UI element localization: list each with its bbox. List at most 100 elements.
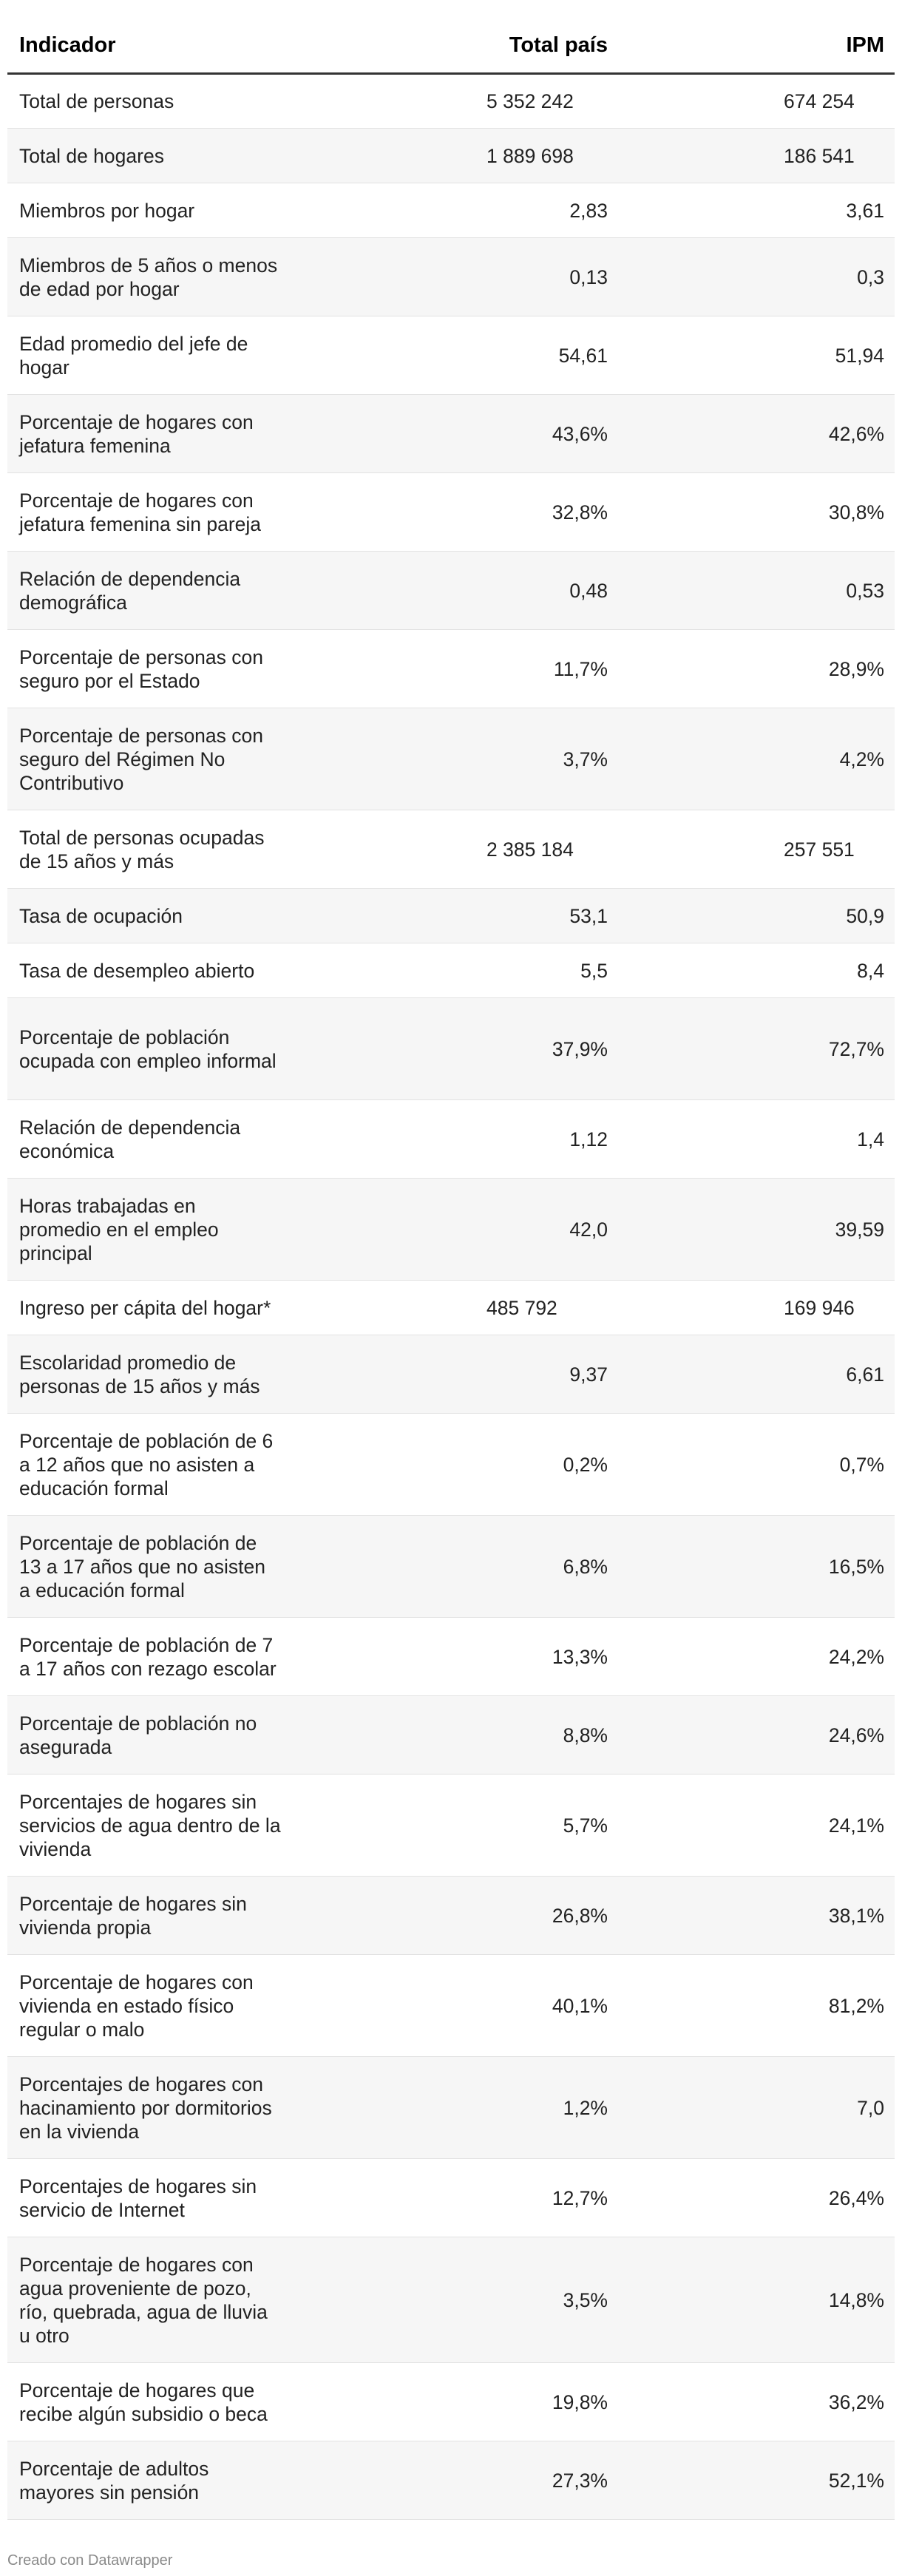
cell-total-pais: 8,8%	[293, 1695, 614, 1775]
cell-ipm: 674 254	[614, 73, 895, 129]
cell-ipm: 14,8%	[614, 2237, 895, 2363]
header-row: Indicador Total país IPM	[7, 18, 895, 75]
cell-indicador: Porcentaje de hogares con agua provenien…	[7, 2237, 293, 2363]
cell-total-pais: 1,12	[293, 1099, 614, 1179]
cell-ipm: 26,4%	[614, 2158, 895, 2237]
cell-total-pais: 0,2%	[293, 1413, 614, 1516]
cell-indicador: Porcentajes de hogares sin servicios de …	[7, 1774, 293, 1877]
cell-indicador: Relación de dependencia demográfica	[7, 551, 293, 630]
table-row: Total de personas 5 352 242 674 254	[7, 73, 895, 129]
cell-indicador: Porcentaje de personas con seguro del Ré…	[7, 708, 293, 810]
cell-ipm: 38,1%	[614, 1876, 895, 1955]
cell-total-pais: 43,6%	[293, 394, 614, 473]
cell-total-pais: 42,0	[293, 1178, 614, 1281]
table-row: Porcentaje de hogares con vivienda en es…	[7, 1954, 895, 2057]
cell-indicador: Total de personas	[7, 73, 293, 129]
cell-ipm: 0,53	[614, 551, 895, 630]
cell-ipm: 16,5%	[614, 1515, 895, 1618]
cell-total-pais: 2 385 184	[293, 810, 614, 889]
cell-indicador: Horas trabajadas en promedio en el emple…	[7, 1178, 293, 1281]
cell-total-pais: 37,9%	[293, 997, 614, 1100]
cell-total-pais: 54,61	[293, 316, 614, 395]
cell-total-pais: 5 352 242	[293, 73, 614, 129]
cell-indicador: Tasa de desempleo abierto	[7, 943, 293, 998]
table-row: Porcentajes de hogares sin servicios de …	[7, 1774, 895, 1877]
cell-indicador: Edad promedio del jefe de hogar	[7, 316, 293, 395]
cell-total-pais: 9,37	[293, 1335, 614, 1414]
cell-total-pais: 11,7%	[293, 629, 614, 708]
table-row: Porcentaje de población de 13 a 17 años …	[7, 1515, 895, 1618]
cell-total-pais: 13,3%	[293, 1617, 614, 1696]
table-row: Relación de dependencia económica 1,12 1,4	[7, 1099, 895, 1179]
cell-total-pais: 53,1	[293, 888, 614, 943]
table-row: Porcentaje de personas con seguro del Ré…	[7, 708, 895, 810]
table-row: Tasa de ocupación 53,1 50,9	[7, 888, 895, 943]
cell-ipm: 24,2%	[614, 1617, 895, 1696]
table-row: Porcentaje de población no asegurada 8,8%…	[7, 1695, 895, 1775]
cell-indicador: Porcentaje de hogares sin vivienda propi…	[7, 1876, 293, 1955]
cell-indicador: Porcentaje de población no asegurada	[7, 1695, 293, 1775]
cell-indicador: Porcentaje de población ocupada con empl…	[7, 997, 293, 1100]
header-ipm[interactable]: IPM	[614, 18, 895, 75]
cell-indicador: Porcentaje de hogares con vivienda en es…	[7, 1954, 293, 2057]
table-row: Porcentajes de hogares con hacinamiento …	[7, 2056, 895, 2159]
cell-indicador: Porcentaje de hogares con jefatura femen…	[7, 472, 293, 552]
cell-ipm: 24,1%	[614, 1774, 895, 1877]
header-indicador[interactable]: Indicador	[7, 18, 293, 75]
table-row: Total de personas ocupadas de 15 años y …	[7, 810, 895, 889]
table-row: Porcentaje de personas con seguro por el…	[7, 629, 895, 708]
cell-indicador: Tasa de ocupación	[7, 888, 293, 943]
table-row: Porcentaje de población de 7 a 17 años c…	[7, 1617, 895, 1696]
table-row: Relación de dependencia demográfica 0,48 0…	[7, 551, 895, 630]
cell-indicador: Miembros de 5 años o menos de edad por h…	[7, 237, 293, 316]
cell-ipm: 42,6%	[614, 394, 895, 473]
cell-indicador: Porcentaje de personas con seguro por el…	[7, 629, 293, 708]
cell-ipm: 51,94	[614, 316, 895, 395]
header-total-pais[interactable]: Total país	[293, 18, 614, 75]
cell-indicador: Porcentaje de hogares con jefatura femen…	[7, 394, 293, 473]
cell-ipm: 50,9	[614, 888, 895, 943]
cell-ipm: 3,61	[614, 183, 895, 238]
cell-ipm: 6,61	[614, 1335, 895, 1414]
table-row: Porcentaje de hogares con agua provenien…	[7, 2237, 895, 2363]
cell-ipm: 36,2%	[614, 2362, 895, 2441]
cell-total-pais: 3,5%	[293, 2237, 614, 2363]
cell-indicador: Porcentaje de población de 7 a 17 años c…	[7, 1617, 293, 1696]
cell-indicador: Porcentaje de población de 13 a 17 años …	[7, 1515, 293, 1618]
cell-ipm: 72,7%	[614, 997, 895, 1100]
table-row: Ingreso per cápita del hogar* 485 792 169 …	[7, 1280, 895, 1335]
cell-indicador: Relación de dependencia económica	[7, 1099, 293, 1179]
table-row: Porcentaje de adultos mayores sin pensió…	[7, 2441, 895, 2520]
table-row: Porcentaje de población ocupada con empl…	[7, 997, 895, 1100]
cell-total-pais: 485 792	[293, 1280, 614, 1335]
table-row: Escolaridad promedio de personas de 15 a…	[7, 1335, 895, 1414]
cell-ipm: 186 541	[614, 128, 895, 183]
cell-total-pais: 19,8%	[293, 2362, 614, 2441]
footer-credit: Creado con Datawrapper	[7, 2552, 173, 2569]
cell-total-pais: 1,2%	[293, 2056, 614, 2159]
cell-total-pais: 32,8%	[293, 472, 614, 552]
cell-indicador: Miembros por hogar	[7, 183, 293, 238]
cell-ipm: 169 946	[614, 1280, 895, 1335]
cell-ipm: 0,3	[614, 237, 895, 316]
cell-total-pais: 0,48	[293, 551, 614, 630]
cell-indicador: Total de personas ocupadas de 15 años y …	[7, 810, 293, 889]
cell-indicador: Total de hogares	[7, 128, 293, 183]
cell-total-pais: 2,83	[293, 183, 614, 238]
table-row: Porcentaje de población de 6 a 12 años q…	[7, 1413, 895, 1516]
cell-total-pais: 1 889 698	[293, 128, 614, 183]
cell-ipm: 28,9%	[614, 629, 895, 708]
table-row: Edad promedio del jefe de hogar 54,61 51,9…	[7, 316, 895, 395]
cell-total-pais: 5,5	[293, 943, 614, 998]
cell-ipm: 81,2%	[614, 1954, 895, 2057]
cell-total-pais: 0,13	[293, 237, 614, 316]
cell-indicador: Escolaridad promedio de personas de 15 a…	[7, 1335, 293, 1414]
table-row: Porcentajes de hogares sin servicio de I…	[7, 2158, 895, 2237]
cell-total-pais: 40,1%	[293, 1954, 614, 2057]
table-row: Total de hogares 1 889 698 186 541	[7, 128, 895, 183]
data-table: Indicador Total país IPM Total de person…	[7, 18, 895, 2520]
cell-ipm: 8,4	[614, 943, 895, 998]
cell-total-pais: 5,7%	[293, 1774, 614, 1877]
table-row: Miembros por hogar 2,83 3,61	[7, 183, 895, 238]
